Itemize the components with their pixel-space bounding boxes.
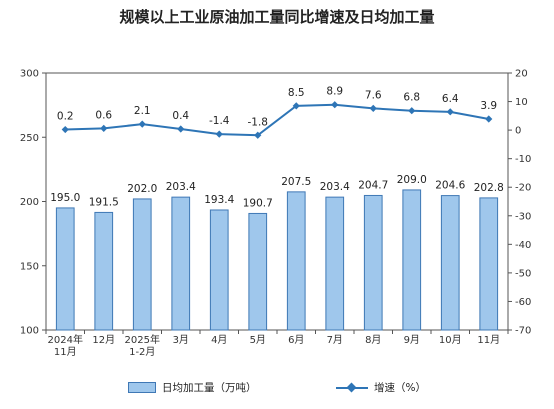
- y-left-tick-label: 250: [20, 133, 39, 144]
- y-right-tick-label: 10: [515, 97, 528, 108]
- bar: [325, 196, 345, 331]
- bar-data-label: 203.4: [320, 181, 350, 193]
- x-tick-label: 12月: [92, 334, 115, 346]
- x-tick-label: 2024年 11月: [48, 333, 83, 358]
- line-data-label: 0.2: [57, 111, 74, 123]
- y-right-tick-label: -20: [515, 183, 531, 194]
- y-left-tick-label: 150: [20, 261, 39, 272]
- x-tick-label: 7月: [327, 334, 343, 346]
- legend-item-line: 增速（%）: [336, 380, 426, 395]
- bar: [171, 196, 191, 331]
- line-point: [215, 130, 223, 138]
- bar: [286, 191, 306, 331]
- line-point: [254, 131, 262, 139]
- line-point: [177, 125, 185, 133]
- bar-data-label: 203.4: [166, 181, 196, 193]
- bar: [132, 198, 152, 331]
- bar-data-label: 202.0: [127, 183, 157, 195]
- bar-data-label: 202.8: [474, 182, 504, 194]
- bar: [402, 189, 422, 331]
- bar-data-label: 204.7: [358, 179, 388, 191]
- bar: [363, 194, 383, 331]
- line-data-label: 0.4: [172, 110, 189, 122]
- bar-data-label: 193.4: [204, 194, 234, 206]
- line-point: [138, 120, 146, 128]
- legend-line-label: 增速（%）: [374, 382, 426, 394]
- legend-item-bar: 日均加工量（万吨）: [128, 380, 257, 395]
- line-data-label: 8.9: [326, 86, 343, 98]
- x-tick-label: 10月: [439, 334, 462, 346]
- y-right-tick-label: 0: [515, 126, 521, 137]
- bar-data-label: 191.5: [89, 196, 119, 208]
- legend-line-swatch: [336, 382, 368, 393]
- bar-data-label: 204.6: [435, 180, 465, 192]
- x-tick-label: 2025年 1-2月: [125, 333, 160, 358]
- x-tick-label: 8月: [365, 334, 381, 346]
- y-right-tick-label: -70: [515, 326, 531, 337]
- line-point: [446, 108, 454, 116]
- line-data-label: 0.6: [95, 109, 112, 121]
- bar: [209, 209, 229, 331]
- y-left-tick-label: 100: [20, 326, 39, 337]
- x-tick-label: 3月: [173, 334, 189, 346]
- chart-title: 规模以上工业原油加工量同比增速及日均加工量: [119, 8, 435, 26]
- line-data-label: 6.8: [403, 92, 420, 104]
- line-data-label: -1.8: [248, 116, 269, 128]
- line-point: [408, 107, 416, 115]
- line-point: [485, 115, 493, 123]
- line-data-label: 6.4: [442, 93, 459, 105]
- line-point: [61, 125, 69, 134]
- line-data-label: 7.6: [365, 89, 382, 101]
- line-point: [331, 101, 339, 109]
- bar: [94, 211, 114, 331]
- line-data-label: 3.9: [480, 100, 497, 112]
- line-data-label: 8.5: [288, 87, 305, 99]
- x-tick-label: 9月: [404, 334, 420, 346]
- bar-data-label: 195.0: [50, 192, 80, 204]
- y-right-tick-label: -50: [515, 268, 531, 279]
- legend-bar-label: 日均加工量（万吨）: [162, 382, 257, 394]
- bar-data-label: 190.7: [243, 197, 273, 209]
- y-left-tick-label: 200: [20, 197, 39, 208]
- bar: [440, 195, 460, 331]
- bar: [479, 197, 499, 331]
- y-right-tick-label: -10: [515, 154, 531, 165]
- bar: [248, 212, 268, 331]
- line-point: [100, 124, 108, 132]
- line-data-label: 2.1: [134, 105, 151, 117]
- y-left-tick-label: 300: [20, 69, 39, 80]
- growth-line: [65, 103, 489, 137]
- y-right-tick-label: -40: [515, 240, 531, 251]
- legend-bar-swatch: [128, 382, 156, 393]
- x-tick-label: 5月: [250, 334, 266, 346]
- bar-data-label: 209.0: [397, 174, 427, 186]
- x-tick-label: 6月: [288, 334, 304, 346]
- x-tick-label: 4月: [211, 334, 227, 346]
- line-point: [292, 102, 300, 110]
- x-tick-label: 11月: [477, 334, 500, 346]
- bar-data-label: 207.5: [281, 176, 311, 188]
- bar: [55, 207, 75, 331]
- line-point: [369, 104, 377, 113]
- y-right-tick-label: -30: [515, 211, 531, 222]
- y-right-tick-label: 20: [515, 69, 528, 80]
- line-data-label: -1.4: [209, 115, 230, 127]
- y-right-tick-label: -60: [515, 297, 531, 308]
